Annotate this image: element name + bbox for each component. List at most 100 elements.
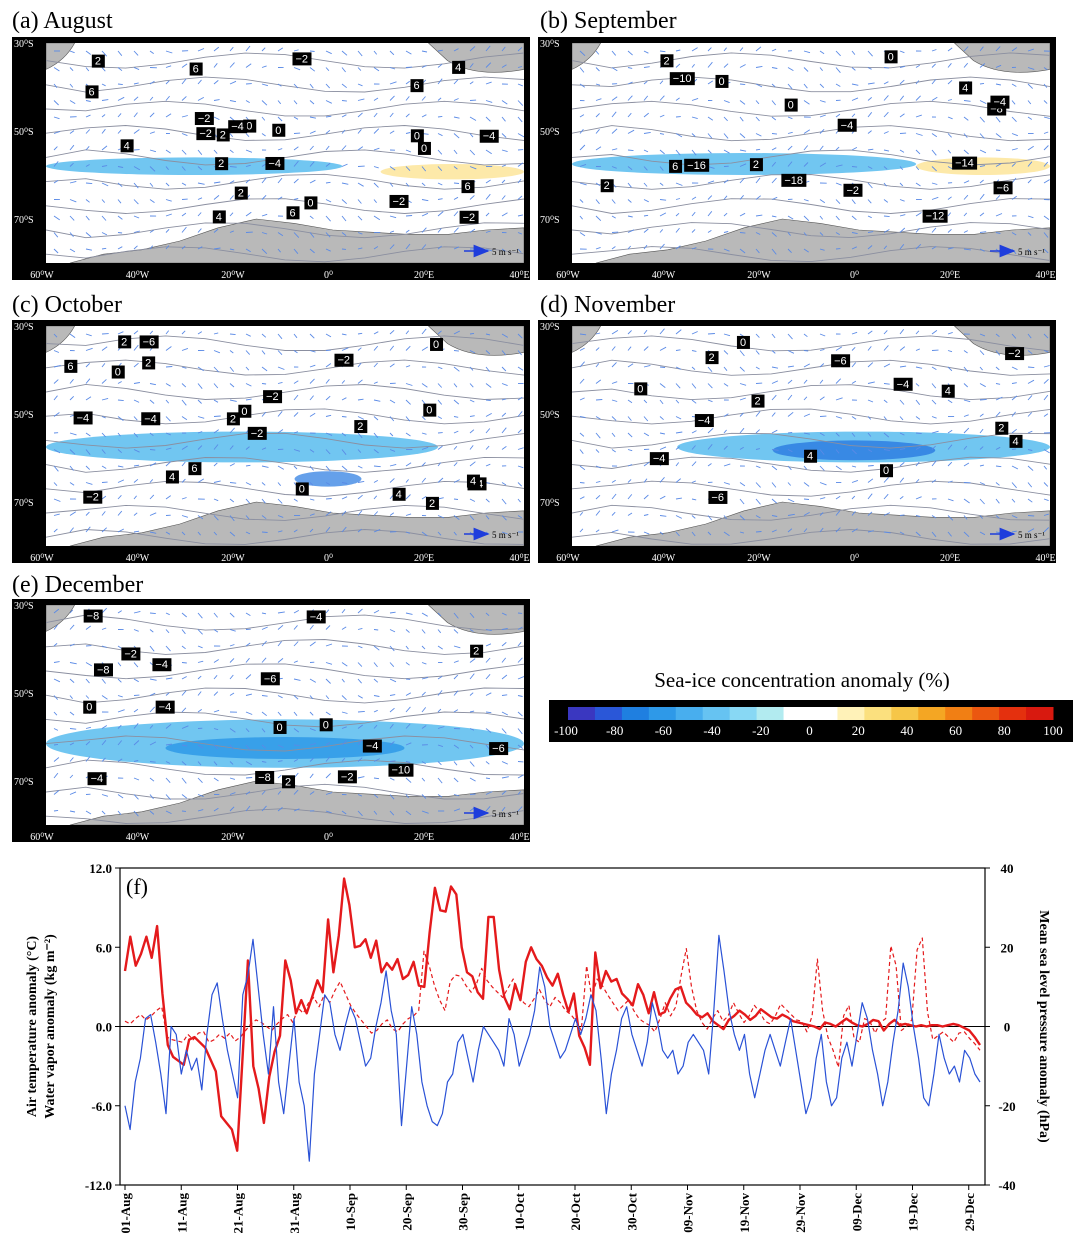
wind-vector [469,63,474,68]
contour-label-box [273,720,287,734]
wind-vector [101,247,107,250]
contour-label: 0 [788,100,794,112]
wind-vector [739,412,744,417]
wind-vector [1027,232,1032,236]
wind-vector [595,182,601,186]
colorbar-tick-label: -40 [703,723,720,738]
wind-vector [85,678,90,684]
colorbar-tick-label: 100 [1043,723,1063,738]
wind-vector [373,381,378,384]
wind-vector [915,399,921,405]
wind-vector [485,62,492,68]
wind-vector [771,350,776,354]
wind-vector [85,50,91,55]
wind-vector [947,212,952,217]
wind-vector [453,808,461,812]
wind-vector [117,432,121,437]
wind-vector [501,657,507,663]
wind-vector [437,63,443,68]
wind-vector [979,515,983,519]
contour-label: 2 [755,396,761,408]
wind-vector [659,446,667,450]
wind-vector [229,692,235,696]
wind-vector [915,531,921,537]
wind-vector [627,182,632,188]
wind-vector [373,758,381,762]
wind-vector [517,350,522,356]
wind-vector [1043,215,1050,220]
wind-vector [995,411,1001,417]
wind-vector [293,759,299,762]
wind-vector [101,794,109,797]
wind-vector [85,199,90,203]
wind-vector [915,461,920,467]
wind-vector [149,692,156,696]
wind-vector [835,67,841,73]
wind-vector [611,381,618,384]
wind-vector [213,149,218,154]
wind-vector [627,229,635,233]
wind-vector [229,728,236,733]
wind-vector [261,744,267,749]
wind-vector [883,215,890,218]
wind-vector [165,761,171,764]
wind-vector [883,81,889,85]
wind-vector [341,740,347,746]
wind-vector [181,78,187,85]
x-tick-label: 30-Oct [624,1192,639,1230]
wind-vector [485,643,492,647]
wind-vector [707,463,712,467]
wind-vector [851,479,859,483]
contour-label: 0 [86,702,92,714]
wind-vector [101,695,108,700]
wind-vector [915,149,921,155]
contour-label: −2 [393,196,406,208]
contour-label: 6 [193,64,199,76]
wind-vector [261,515,267,520]
contour-label-box [425,496,439,510]
wind-vector [643,514,649,516]
wind-vector [1043,527,1050,533]
wind-vector [867,399,874,403]
wind-vector [883,245,888,250]
wind-vector [899,496,904,500]
contour-label: 2 [145,357,151,369]
wind-vector [53,772,59,779]
wind-vector [165,50,173,54]
wind-vector [915,64,920,68]
wind-vector [357,480,365,483]
wind-vector [69,162,74,167]
wind-vector [723,515,727,519]
colorbar-segment [702,707,731,720]
wind-vector [101,527,108,533]
wind-vector [787,248,792,254]
wind-vector [835,113,841,118]
wind-vector [643,149,649,153]
wind-vector [739,177,745,184]
wind-vector [1027,116,1033,120]
wind-vector [915,227,920,233]
wind-vector [883,449,891,452]
wind-vector [659,50,666,53]
wind-vector [723,47,727,52]
wind-vector [229,133,234,138]
wind-vector [421,794,427,799]
wind-vector [723,350,729,355]
wind-vector [723,212,728,217]
wind-vector [787,67,794,71]
contour-label-box [669,72,695,86]
wind-vector [293,333,298,339]
wind-vector [261,498,266,504]
wind-vector [627,346,632,351]
contour-label-box [781,173,807,187]
wind-vector [469,350,476,354]
wind-vector [627,399,633,404]
wind-vector [293,412,299,417]
wind-vector [453,366,460,372]
wind-vector [437,383,443,388]
pressure-contour [46,614,524,631]
wind-vector [405,132,411,134]
wind-vector [85,695,90,699]
wind-vector [1043,161,1049,167]
